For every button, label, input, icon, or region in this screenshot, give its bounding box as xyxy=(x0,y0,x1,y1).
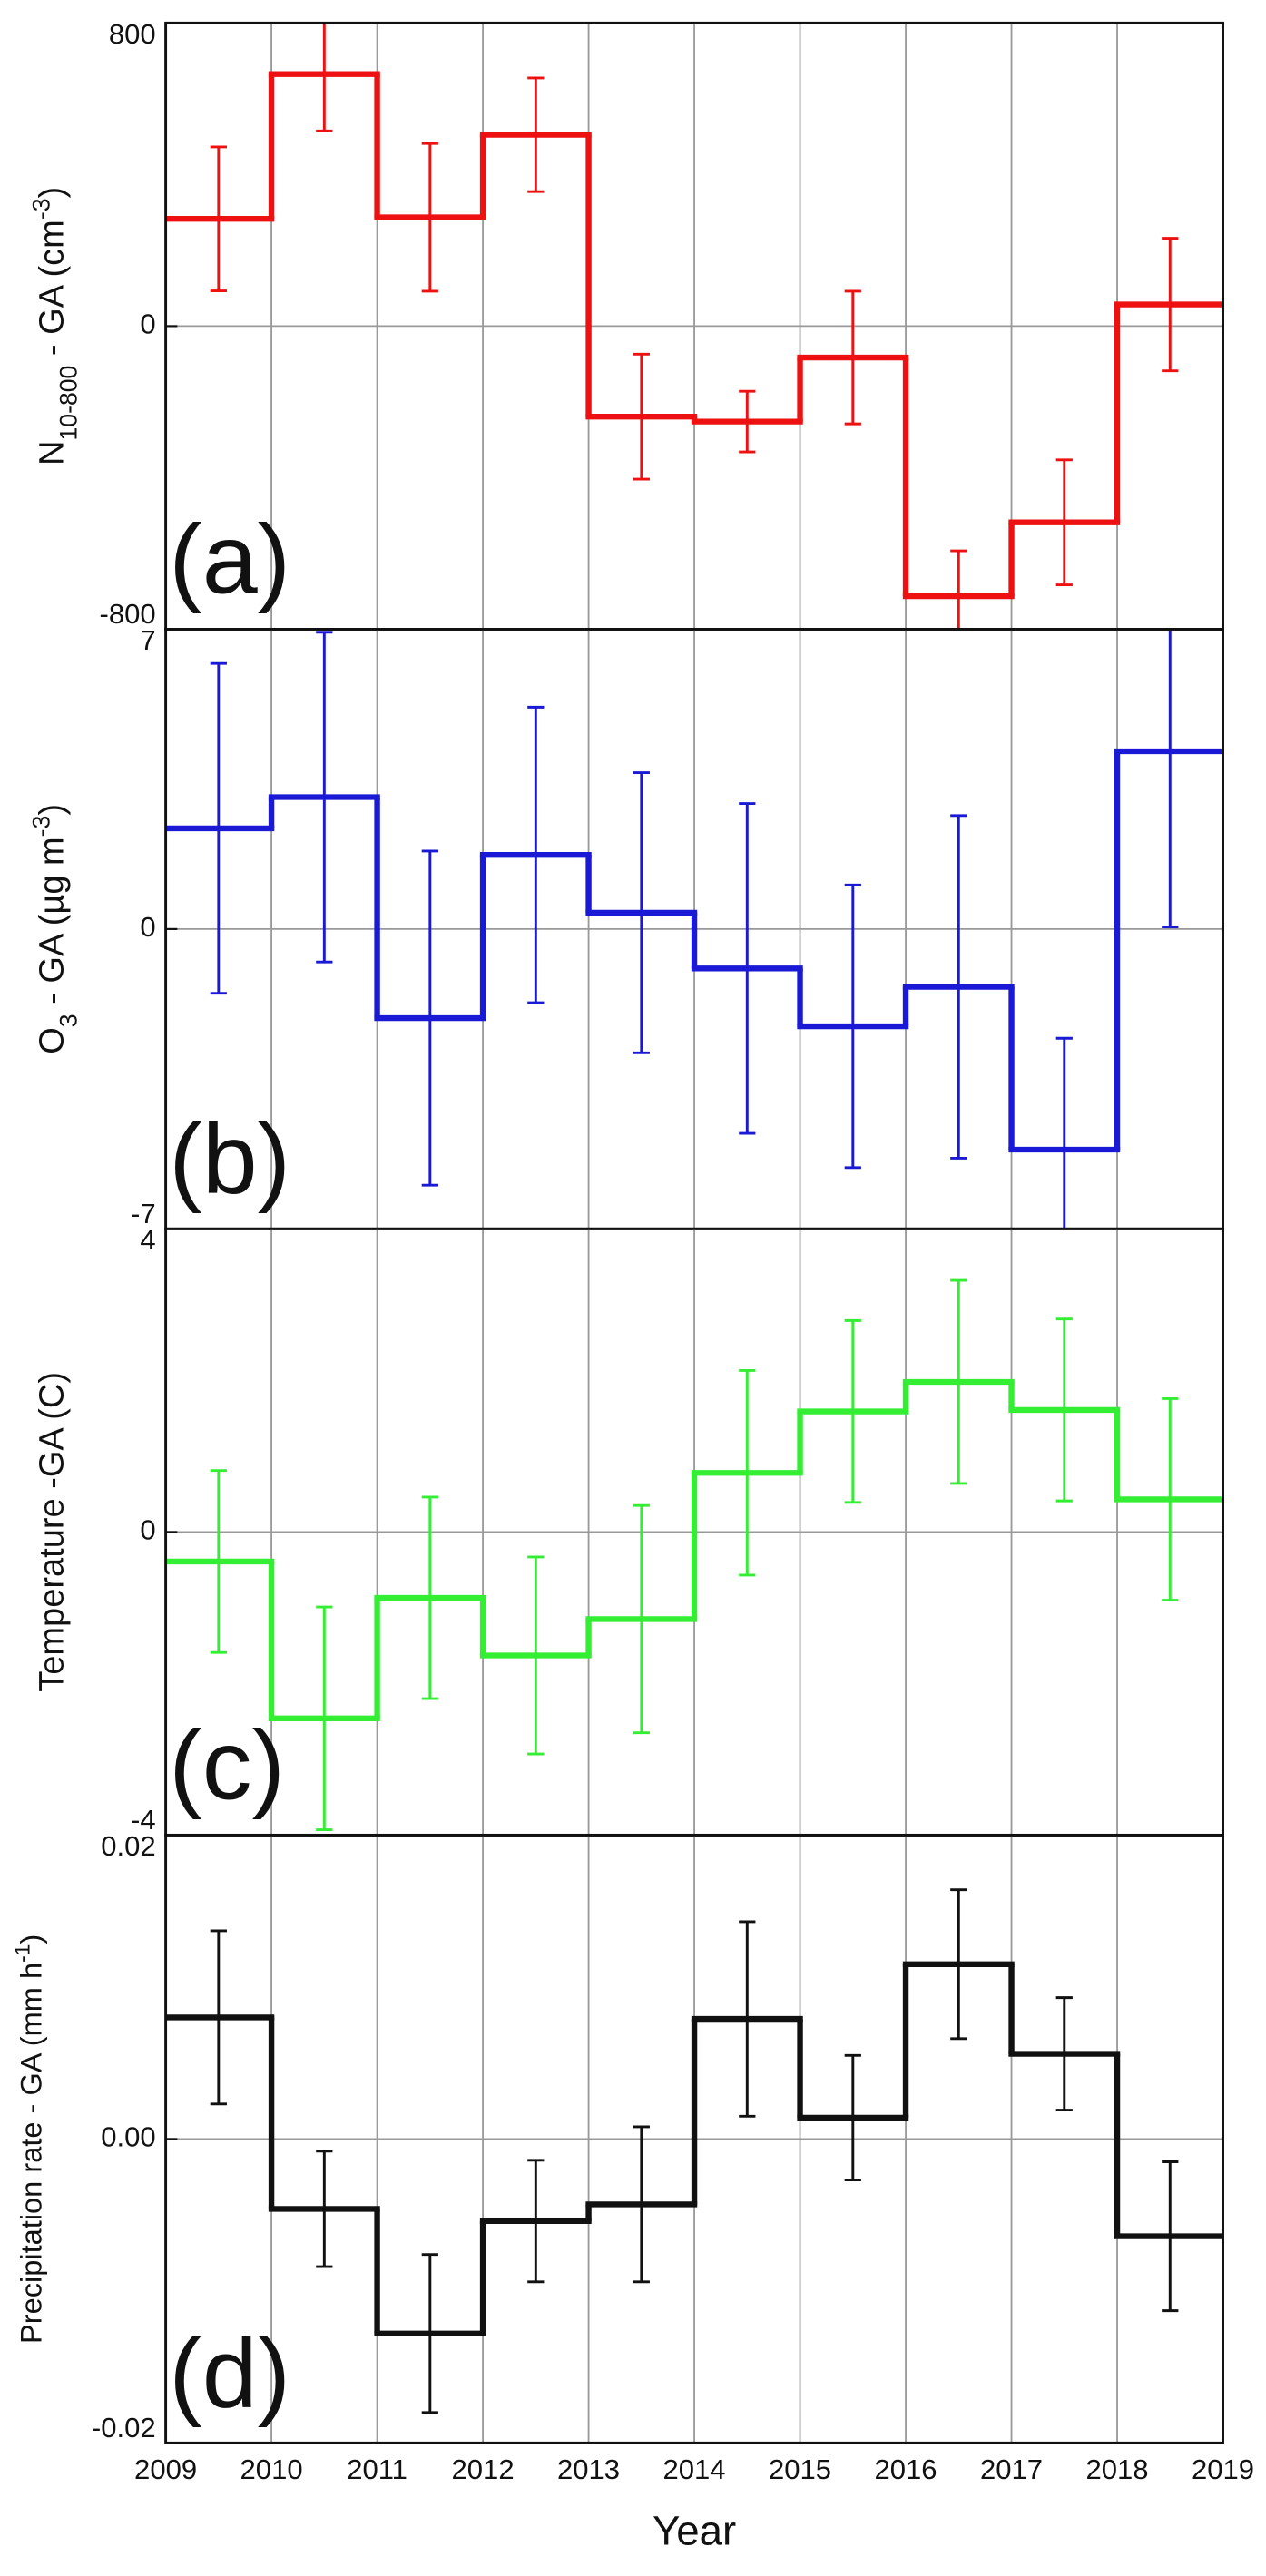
error-bar xyxy=(844,883,861,1170)
y-axis-label: Precipitation rate - GA (mm h-1) xyxy=(11,1934,48,2344)
error-bar xyxy=(1055,1317,1073,1503)
error-bar xyxy=(316,1605,333,1832)
plot-area xyxy=(165,1888,1223,2414)
error-bar xyxy=(633,771,650,1054)
error-bar xyxy=(1162,237,1179,373)
x-tick-label: 2012 xyxy=(452,2454,515,2485)
x-tick-label: 2011 xyxy=(347,2454,407,2485)
error-bar xyxy=(527,2159,545,2284)
error-bar xyxy=(633,352,650,481)
y-axis-label-part: -1 xyxy=(11,1944,34,1963)
y-axis-label: Temperature -GA (C) xyxy=(32,1372,71,1692)
error-bar xyxy=(950,1888,967,2041)
y-axis-label-part: -3 xyxy=(27,198,54,220)
error-bar xyxy=(633,2125,650,2284)
error-bar xyxy=(1162,629,1179,928)
x-tick-label: 2019 xyxy=(1192,2454,1254,2485)
y-tick-label: 0.02 xyxy=(101,1830,155,1862)
y-tick-label: -0.02 xyxy=(92,2412,156,2444)
error-bar xyxy=(844,1318,861,1504)
x-tick-label: 2017 xyxy=(980,2454,1043,2485)
error-bar xyxy=(739,389,756,454)
plot-frame xyxy=(164,1833,1224,2444)
error-bar xyxy=(527,705,545,1004)
y-axis-label-part: -3 xyxy=(27,816,54,837)
panel: -7 0 7 (b) O3 - GA (µg m-3) xyxy=(27,624,1224,1230)
x-tick-label: 2018 xyxy=(1086,2454,1149,2485)
y-tick-label: -4 xyxy=(131,1804,156,1836)
error-bar xyxy=(1162,1396,1179,1601)
x-tick-label: 2015 xyxy=(769,2454,831,2485)
panel: -0.02 0.00 0.02 (d) Precipitation rate - GA … xyxy=(11,1830,1255,2553)
x-tick-label: 2013 xyxy=(557,2454,620,2485)
error-bar xyxy=(527,1555,545,1756)
error-bar xyxy=(1055,1036,1073,1229)
error-bar xyxy=(210,661,227,995)
y-tick-label: -7 xyxy=(131,1198,156,1229)
error-bar xyxy=(1162,2160,1179,2313)
y-tick-label: 0.00 xyxy=(101,2121,155,2153)
y-axis-label-part: - GA (µg m xyxy=(32,837,71,1014)
panel: -800 0 800 (a) N10-800 - GA (cm-3) xyxy=(27,18,1224,631)
y-tick-label: 4 xyxy=(140,1224,155,1256)
x-tick-label: 2010 xyxy=(240,2454,303,2485)
error-bar xyxy=(739,1369,756,1577)
y-axis-label-part: O xyxy=(32,1027,71,1054)
plot-area xyxy=(165,23,1223,630)
y-axis-label-part: - GA (cm xyxy=(32,220,71,365)
panel: -4 0 4 (c) Temperature -GA (C) xyxy=(32,1224,1224,1837)
error-bar xyxy=(950,814,967,1160)
y-tick-label: -800 xyxy=(100,598,156,630)
y-axis-label-part: Temperature -GA (C) xyxy=(32,1372,71,1692)
y-axis-label-part: N xyxy=(32,441,71,465)
error-bar xyxy=(739,1920,756,2118)
plot-area xyxy=(165,1278,1223,1832)
y-tick-label: 0 xyxy=(140,1514,155,1546)
panel-label: (a) xyxy=(169,504,290,614)
plot-area xyxy=(165,629,1223,1229)
error-bar xyxy=(421,142,438,293)
y-axis-label-part: Precipitation rate - GA (mm h xyxy=(15,1963,48,2344)
y-tick-label: 0 xyxy=(140,309,155,340)
x-axis-label: Year xyxy=(653,2508,736,2554)
error-bar xyxy=(421,849,438,1187)
error-bar xyxy=(210,145,227,293)
y-axis-label-part: ) xyxy=(32,804,71,816)
x-tick-label: 2016 xyxy=(875,2454,937,2485)
y-tick-label: 0 xyxy=(140,911,155,943)
y-axis-label-part: 10-800 xyxy=(54,366,82,441)
error-bar xyxy=(1055,458,1073,587)
panel-label: (d) xyxy=(169,2318,290,2428)
error-bar xyxy=(633,1503,650,1735)
error-bar xyxy=(316,2150,333,2268)
error-bar xyxy=(844,2053,861,2182)
error-bar xyxy=(527,76,545,193)
panel-label: (c) xyxy=(169,1710,285,1820)
y-axis-label-part: 3 xyxy=(54,1014,82,1027)
y-axis-label-part: ) xyxy=(15,1934,48,1944)
error-bar xyxy=(421,1495,438,1700)
error-bar xyxy=(739,802,756,1135)
error-bar xyxy=(1055,1996,1073,2112)
error-bar xyxy=(316,23,333,132)
x-tick-label: 2009 xyxy=(134,2454,197,2485)
error-bar xyxy=(316,631,333,964)
error-bar xyxy=(950,549,967,630)
y-tick-label: 800 xyxy=(109,18,156,50)
panel-label: (b) xyxy=(169,1104,290,1214)
error-bar xyxy=(950,1278,967,1485)
error-bar xyxy=(210,1929,227,2106)
x-tick-label: 2014 xyxy=(663,2454,726,2485)
y-axis-label: N10-800 - GA (cm-3) xyxy=(27,187,82,465)
y-axis-label-part: ) xyxy=(32,187,71,199)
error-bar xyxy=(844,289,861,426)
y-tick-label: 7 xyxy=(140,624,155,656)
error-bar xyxy=(421,2253,438,2414)
error-bar xyxy=(210,1469,227,1654)
y-axis-label: O3 - GA (µg m-3) xyxy=(27,804,82,1054)
